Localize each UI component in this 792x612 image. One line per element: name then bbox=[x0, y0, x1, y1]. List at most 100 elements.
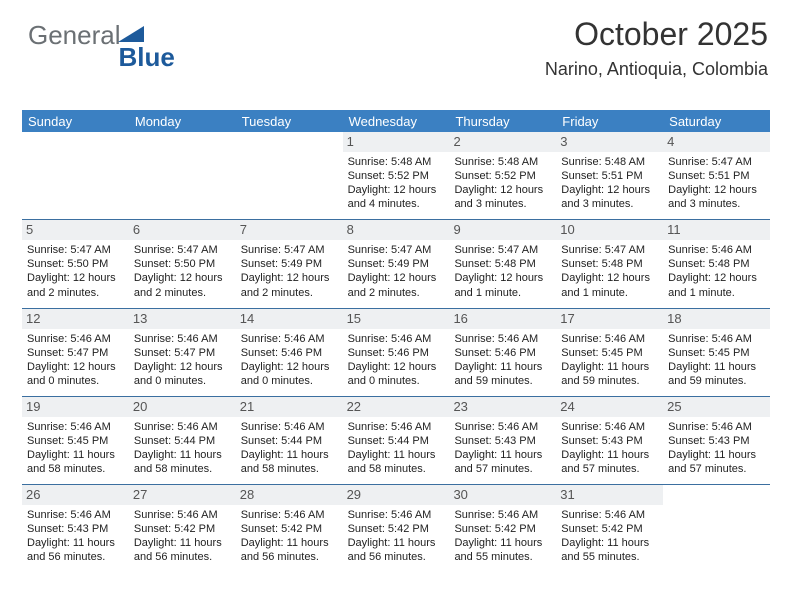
sunrise-text: Sunrise: 5:48 AM bbox=[454, 155, 551, 169]
day-number: 4 bbox=[663, 132, 770, 152]
daylight1-text: Daylight: 12 hours bbox=[348, 271, 445, 285]
day-number: 11 bbox=[663, 220, 770, 240]
day-number: 20 bbox=[129, 397, 236, 417]
sunrise-text: Sunrise: 5:46 AM bbox=[241, 332, 338, 346]
day-cell: 2 Sunrise: 5:48 AMSunset: 5:52 PMDaylight… bbox=[449, 132, 556, 219]
sunrise-text: Sunrise: 5:46 AM bbox=[561, 332, 658, 346]
sunset-text: Sunset: 5:48 PM bbox=[668, 257, 765, 271]
daylight2-text: and 56 minutes. bbox=[134, 550, 231, 564]
sunrise-text: Sunrise: 5:46 AM bbox=[454, 420, 551, 434]
sunset-text: Sunset: 5:50 PM bbox=[134, 257, 231, 271]
sunset-text: Sunset: 5:44 PM bbox=[348, 434, 445, 448]
day-cell: 22Sunrise: 5:46 AMSunset: 5:44 PMDayligh… bbox=[343, 397, 450, 484]
day-number: 1 bbox=[343, 132, 450, 152]
day-cell: 28Sunrise: 5:46 AMSunset: 5:42 PMDayligh… bbox=[236, 485, 343, 572]
day-number: 15 bbox=[343, 309, 450, 329]
day-number: 2 bbox=[449, 132, 556, 152]
daylight1-text: Daylight: 11 hours bbox=[134, 536, 231, 550]
sunset-text: Sunset: 5:45 PM bbox=[27, 434, 124, 448]
sunset-text: Sunset: 5:46 PM bbox=[241, 346, 338, 360]
sunset-text: Sunset: 5:51 PM bbox=[668, 169, 765, 183]
page-title: October 2025 bbox=[545, 16, 768, 53]
calendar-body: 1Sunrise: 5:48 AMSunset: 5:52 PMDaylight… bbox=[22, 132, 770, 573]
day-cell: 3Sunrise: 5:48 AMSunset: 5:51 PMDaylight… bbox=[556, 132, 663, 219]
daylight2-text: and 3 minutes. bbox=[454, 197, 551, 211]
daylight1-text: Daylight: 11 hours bbox=[27, 448, 124, 462]
sunset-text: Sunset: 5:43 PM bbox=[561, 434, 658, 448]
sunrise-text: Sunrise: 5:46 AM bbox=[561, 508, 658, 522]
sunrise-text: Sunrise: 5:47 AM bbox=[241, 243, 338, 257]
col-saturday: Saturday bbox=[663, 114, 770, 129]
sunset-text: Sunset: 5:46 PM bbox=[348, 346, 445, 360]
daylight2-text: and 2 minutes. bbox=[134, 286, 231, 300]
daylight1-text: Daylight: 11 hours bbox=[348, 536, 445, 550]
daylight2-text: and 58 minutes. bbox=[241, 462, 338, 476]
day-cell: 12Sunrise: 5:46 AMSunset: 5:47 PMDayligh… bbox=[22, 309, 129, 396]
sunrise-text: Sunrise: 5:46 AM bbox=[241, 508, 338, 522]
sunrise-text: Sunrise: 5:47 AM bbox=[561, 243, 658, 257]
logo-triangle-icon bbox=[118, 24, 148, 44]
daylight1-text: Daylight: 11 hours bbox=[561, 448, 658, 462]
sunrise-text: Sunrise: 5:46 AM bbox=[134, 420, 231, 434]
day-cell: 23Sunrise: 5:46 AMSunset: 5:43 PMDayligh… bbox=[449, 397, 556, 484]
daylight1-text: Daylight: 12 hours bbox=[134, 271, 231, 285]
sunset-text: Sunset: 5:48 PM bbox=[454, 257, 551, 271]
daylight2-text: and 55 minutes. bbox=[454, 550, 551, 564]
day-number: 14 bbox=[236, 309, 343, 329]
day-number: 17 bbox=[556, 309, 663, 329]
day-number: 29 bbox=[343, 485, 450, 505]
daylight1-text: Daylight: 12 hours bbox=[348, 360, 445, 374]
day-number: 21 bbox=[236, 397, 343, 417]
daylight1-text: Daylight: 11 hours bbox=[241, 536, 338, 550]
sunset-text: Sunset: 5:50 PM bbox=[27, 257, 124, 271]
day-number: 28 bbox=[236, 485, 343, 505]
calendar-row: 26Sunrise: 5:46 AMSunset: 5:43 PMDayligh… bbox=[22, 484, 770, 572]
page-location: Narino, Antioquia, Colombia bbox=[545, 59, 768, 80]
daylight2-text: and 0 minutes. bbox=[134, 374, 231, 388]
daylight1-text: Daylight: 11 hours bbox=[27, 536, 124, 550]
sunset-text: Sunset: 5:52 PM bbox=[454, 169, 551, 183]
daylight1-text: Daylight: 12 hours bbox=[454, 183, 551, 197]
day-cell: 20Sunrise: 5:46 AMSunset: 5:44 PMDayligh… bbox=[129, 397, 236, 484]
daylight1-text: Daylight: 11 hours bbox=[348, 448, 445, 462]
sunset-text: Sunset: 5:48 PM bbox=[561, 257, 658, 271]
sunset-text: Sunset: 5:52 PM bbox=[348, 169, 445, 183]
sunset-text: Sunset: 5:45 PM bbox=[561, 346, 658, 360]
day-cell: 1Sunrise: 5:48 AMSunset: 5:52 PMDaylight… bbox=[343, 132, 450, 219]
day-cell: 27Sunrise: 5:46 AMSunset: 5:42 PMDayligh… bbox=[129, 485, 236, 572]
sunrise-text: Sunrise: 5:46 AM bbox=[668, 332, 765, 346]
day-cell: 17Sunrise: 5:46 AMSunset: 5:45 PMDayligh… bbox=[556, 309, 663, 396]
sunset-text: Sunset: 5:42 PM bbox=[348, 522, 445, 536]
calendar-page: General Blue October 2025 Narino, Antioq… bbox=[0, 0, 792, 612]
daylight1-text: Daylight: 12 hours bbox=[27, 360, 124, 374]
day-number: 23 bbox=[449, 397, 556, 417]
logo-text-gray: General bbox=[28, 22, 121, 48]
sunrise-text: Sunrise: 5:46 AM bbox=[27, 332, 124, 346]
daylight2-text: and 59 minutes. bbox=[561, 374, 658, 388]
daylight1-text: Daylight: 12 hours bbox=[561, 271, 658, 285]
sunrise-text: Sunrise: 5:46 AM bbox=[668, 420, 765, 434]
sunset-text: Sunset: 5:49 PM bbox=[241, 257, 338, 271]
daylight2-text: and 57 minutes. bbox=[454, 462, 551, 476]
day-cell: 19Sunrise: 5:46 AMSunset: 5:45 PMDayligh… bbox=[22, 397, 129, 484]
daylight2-text: and 2 minutes. bbox=[27, 286, 124, 300]
sunrise-text: Sunrise: 5:46 AM bbox=[454, 332, 551, 346]
daylight2-text: and 58 minutes. bbox=[134, 462, 231, 476]
day-cell: 15Sunrise: 5:46 AMSunset: 5:46 PMDayligh… bbox=[343, 309, 450, 396]
daylight2-text: and 59 minutes. bbox=[668, 374, 765, 388]
sunset-text: Sunset: 5:46 PM bbox=[454, 346, 551, 360]
col-sunday: Sunday bbox=[22, 114, 129, 129]
daylight1-text: Daylight: 11 hours bbox=[241, 448, 338, 462]
day-cell bbox=[129, 132, 236, 219]
sunset-text: Sunset: 5:45 PM bbox=[668, 346, 765, 360]
day-cell: 25Sunrise: 5:46 AMSunset: 5:43 PMDayligh… bbox=[663, 397, 770, 484]
sunset-text: Sunset: 5:44 PM bbox=[134, 434, 231, 448]
day-number: 13 bbox=[129, 309, 236, 329]
daylight1-text: Daylight: 12 hours bbox=[348, 183, 445, 197]
day-cell: 11Sunrise: 5:46 AMSunset: 5:48 PMDayligh… bbox=[663, 220, 770, 307]
day-number: 24 bbox=[556, 397, 663, 417]
sunrise-text: Sunrise: 5:46 AM bbox=[27, 508, 124, 522]
daylight2-text: and 0 minutes. bbox=[27, 374, 124, 388]
col-wednesday: Wednesday bbox=[343, 114, 450, 129]
calendar: Sunday Monday Tuesday Wednesday Thursday… bbox=[22, 110, 770, 573]
